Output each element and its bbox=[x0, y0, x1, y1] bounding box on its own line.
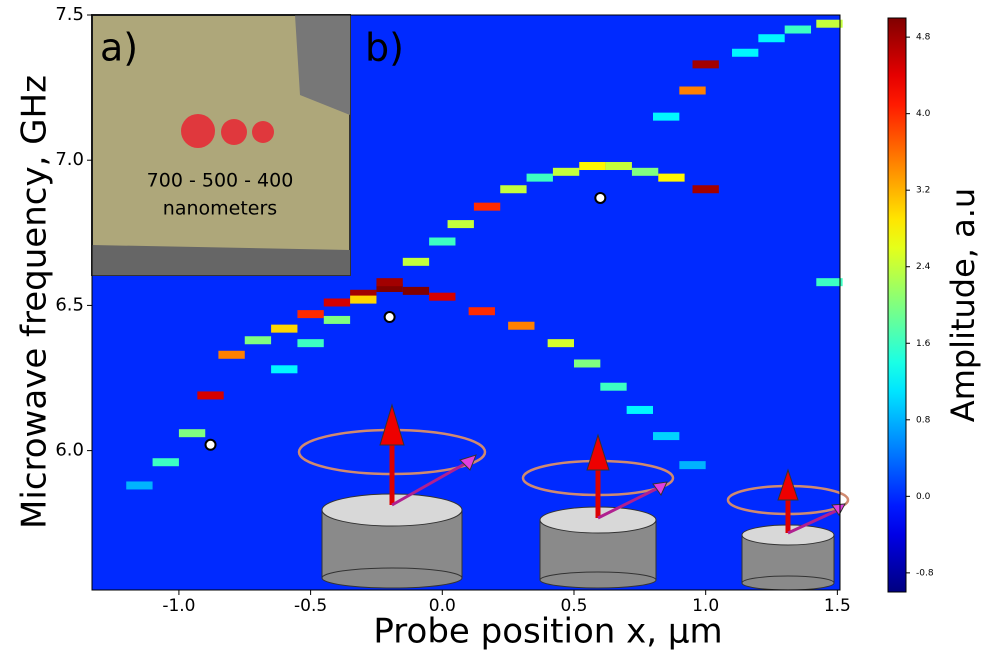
x-tick-label: -0.5 bbox=[294, 596, 327, 616]
resonance-cell bbox=[573, 359, 601, 368]
resonance-cell bbox=[152, 458, 179, 467]
panel-label: a) bbox=[100, 26, 138, 70]
resonance-cell bbox=[600, 382, 627, 391]
marker-dot bbox=[594, 191, 607, 204]
resonance-cell bbox=[402, 286, 430, 295]
y-axis-title: Microwave frequency, GHz bbox=[15, 75, 55, 529]
resonance-cell bbox=[271, 324, 298, 333]
marker-dot bbox=[383, 311, 396, 324]
resonance-cell bbox=[579, 162, 606, 171]
y-tick-label: 7.5 bbox=[55, 4, 84, 25]
x-tick-label: 1.5 bbox=[824, 596, 851, 616]
colorbar-tick-label: 3.2 bbox=[916, 186, 930, 196]
inset-text: nanometers bbox=[163, 198, 277, 220]
colorbar-tick-label: 4.8 bbox=[916, 33, 931, 43]
y-tick-label: 6.5 bbox=[55, 294, 84, 315]
resonance-cell bbox=[526, 173, 553, 182]
inset-image bbox=[91, 14, 351, 276]
resonance-cell bbox=[297, 310, 324, 319]
resonance-cell bbox=[784, 25, 812, 34]
resonance-cell bbox=[605, 162, 632, 171]
resonance-cell bbox=[323, 298, 351, 307]
x-tick-label: 1.0 bbox=[692, 596, 719, 616]
resonance-cell bbox=[679, 461, 706, 470]
resonance-cell bbox=[679, 86, 706, 95]
resonance-cell bbox=[626, 405, 653, 414]
x-tick-label: -1.0 bbox=[162, 596, 195, 616]
resonance-cell bbox=[552, 167, 580, 176]
resonance-cell bbox=[218, 350, 245, 359]
resonance-cell bbox=[500, 185, 527, 194]
x-axis-title: Probe position x, μm bbox=[373, 612, 722, 652]
marker-dot bbox=[204, 438, 217, 451]
colorbar-tick-label: -0.8 bbox=[916, 568, 934, 578]
resonance-cell bbox=[732, 48, 759, 57]
resonance-cell bbox=[271, 365, 298, 374]
disk-illustration bbox=[297, 403, 850, 591]
resonance-cell bbox=[816, 19, 843, 28]
resonance-cell bbox=[350, 289, 377, 298]
resonance-cell bbox=[376, 278, 403, 287]
y-tick-label: 6.0 bbox=[55, 440, 84, 461]
resonance-cell bbox=[653, 112, 680, 121]
resonance-cell bbox=[758, 34, 785, 43]
resonance-cell bbox=[429, 292, 456, 301]
resonance-cell bbox=[197, 391, 224, 400]
resonance-cell bbox=[376, 283, 403, 292]
resonance-cell bbox=[178, 429, 206, 438]
resonance-cell bbox=[323, 315, 351, 324]
resonance-cell bbox=[692, 185, 719, 194]
resonance-cell bbox=[402, 257, 430, 266]
resonance-cell bbox=[653, 432, 680, 441]
resonance-cell bbox=[631, 167, 659, 176]
resonance-cell bbox=[692, 60, 719, 69]
resonance-cell bbox=[244, 336, 272, 345]
colorbar-tick-label: 2.4 bbox=[916, 262, 931, 272]
heatmap bbox=[126, 19, 843, 490]
resonance-cell bbox=[447, 220, 474, 229]
resonance-cell bbox=[126, 481, 153, 490]
resonance-cell bbox=[816, 278, 843, 287]
resonance-cell bbox=[297, 339, 324, 348]
plot-frame bbox=[91, 14, 841, 591]
colorbar-tick-label: 1.6 bbox=[916, 339, 931, 349]
resonance-cell bbox=[473, 202, 501, 211]
x-tick-label: 0.5 bbox=[560, 596, 587, 616]
inset-text: 700 - 500 - 400 bbox=[147, 170, 294, 192]
resonance-cell bbox=[429, 237, 456, 246]
resonance-cell bbox=[468, 307, 495, 316]
resonance-cell bbox=[350, 295, 377, 304]
colorbar-tick-label: 0.8 bbox=[916, 415, 931, 425]
resonance-cell bbox=[547, 339, 574, 348]
panel-label: b) bbox=[365, 26, 404, 70]
colorbar bbox=[887, 17, 907, 593]
resonance-cell bbox=[658, 173, 685, 182]
y-tick-label: 7.0 bbox=[55, 149, 84, 170]
colorbar-title: Amplitude, a.u bbox=[944, 188, 982, 422]
colorbar-tick-label: 0.0 bbox=[916, 492, 931, 502]
resonance-cell bbox=[508, 321, 535, 330]
colorbar-tick-label: 4.0 bbox=[916, 109, 931, 119]
x-tick-label: 0.0 bbox=[429, 596, 456, 616]
